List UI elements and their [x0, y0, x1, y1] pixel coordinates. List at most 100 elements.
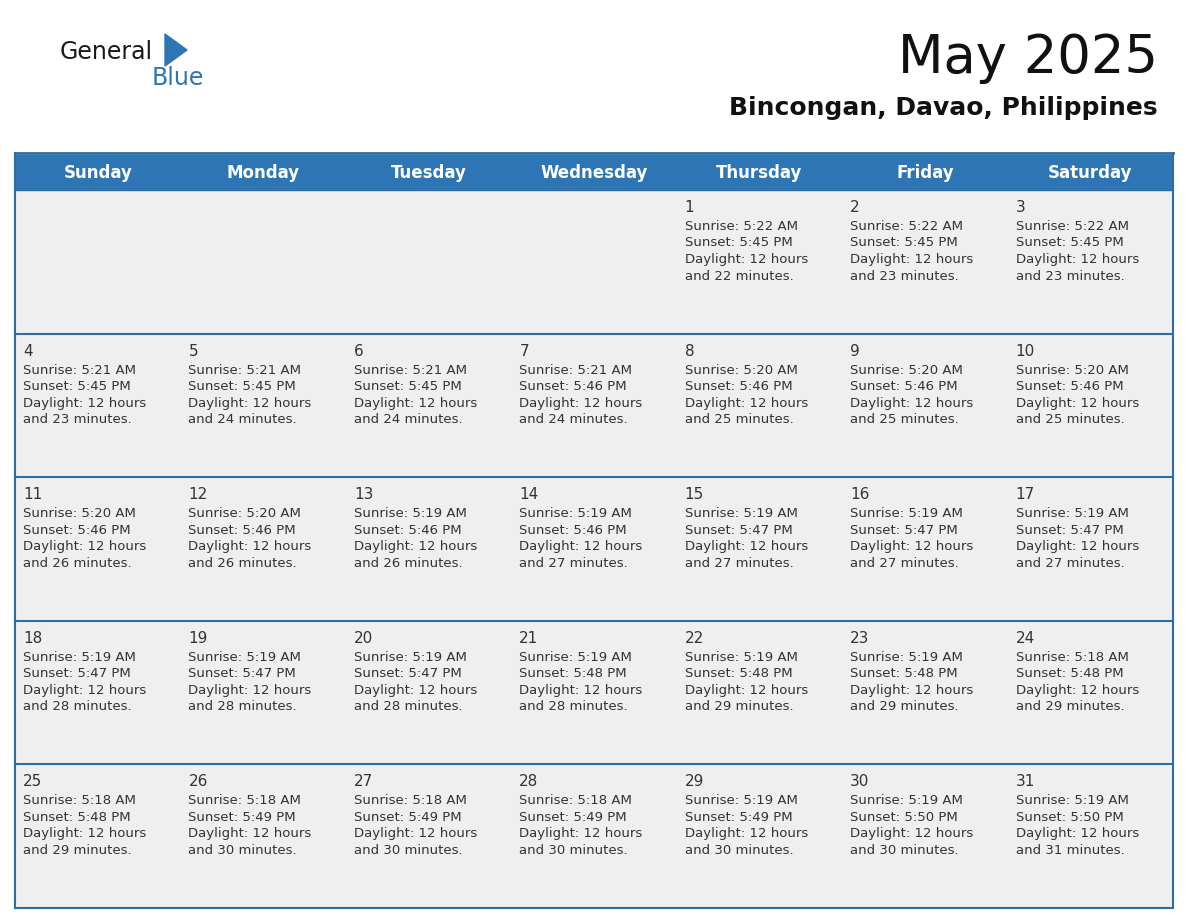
Text: Sunrise: 5:19 AM
Sunset: 5:48 PM
Daylight: 12 hours
and 28 minutes.: Sunrise: 5:19 AM Sunset: 5:48 PM Dayligh… [519, 651, 643, 713]
Bar [1007, 477, 1173, 621]
Text: 14: 14 [519, 487, 538, 502]
Text: Sunrise: 5:19 AM
Sunset: 5:49 PM
Daylight: 12 hours
and 30 minutes.: Sunrise: 5:19 AM Sunset: 5:49 PM Dayligh… [684, 794, 808, 856]
Text: 7: 7 [519, 343, 529, 359]
Bar [842, 765, 1007, 908]
Text: Tuesday: Tuesday [391, 163, 467, 182]
Text: 26: 26 [189, 775, 208, 789]
Bar [15, 477, 181, 621]
Text: 9: 9 [851, 343, 860, 359]
Bar [346, 765, 511, 908]
Bar [511, 765, 677, 908]
Text: Sunrise: 5:19 AM
Sunset: 5:48 PM
Daylight: 12 hours
and 29 minutes.: Sunrise: 5:19 AM Sunset: 5:48 PM Dayligh… [684, 651, 808, 713]
Text: Friday: Friday [896, 163, 954, 182]
Bar [842, 621, 1007, 765]
Text: May 2025: May 2025 [898, 32, 1158, 84]
Bar [677, 621, 842, 765]
Text: Blue: Blue [152, 66, 204, 90]
Text: 31: 31 [1016, 775, 1035, 789]
Text: Sunrise: 5:18 AM
Sunset: 5:48 PM
Daylight: 12 hours
and 29 minutes.: Sunrise: 5:18 AM Sunset: 5:48 PM Dayligh… [23, 794, 146, 856]
Bar [677, 765, 842, 908]
Bar [677, 190, 842, 333]
Text: Sunrise: 5:21 AM
Sunset: 5:45 PM
Daylight: 12 hours
and 24 minutes.: Sunrise: 5:21 AM Sunset: 5:45 PM Dayligh… [189, 364, 311, 426]
Text: 12: 12 [189, 487, 208, 502]
Text: 30: 30 [851, 775, 870, 789]
Bar [511, 477, 677, 621]
Bar [511, 333, 677, 477]
Bar [1007, 621, 1173, 765]
Text: Sunrise: 5:20 AM
Sunset: 5:46 PM
Daylight: 12 hours
and 25 minutes.: Sunrise: 5:20 AM Sunset: 5:46 PM Dayligh… [851, 364, 973, 426]
Text: Sunrise: 5:18 AM
Sunset: 5:49 PM
Daylight: 12 hours
and 30 minutes.: Sunrise: 5:18 AM Sunset: 5:49 PM Dayligh… [354, 794, 478, 856]
Text: Sunrise: 5:21 AM
Sunset: 5:46 PM
Daylight: 12 hours
and 24 minutes.: Sunrise: 5:21 AM Sunset: 5:46 PM Dayligh… [519, 364, 643, 426]
Text: 6: 6 [354, 343, 364, 359]
Text: 2: 2 [851, 200, 860, 215]
Text: 3: 3 [1016, 200, 1025, 215]
Text: Sunrise: 5:19 AM
Sunset: 5:47 PM
Daylight: 12 hours
and 27 minutes.: Sunrise: 5:19 AM Sunset: 5:47 PM Dayligh… [684, 508, 808, 570]
Text: Sunrise: 5:22 AM
Sunset: 5:45 PM
Daylight: 12 hours
and 23 minutes.: Sunrise: 5:22 AM Sunset: 5:45 PM Dayligh… [851, 220, 973, 283]
Text: Sunrise: 5:21 AM
Sunset: 5:45 PM
Daylight: 12 hours
and 24 minutes.: Sunrise: 5:21 AM Sunset: 5:45 PM Dayligh… [354, 364, 478, 426]
Text: 15: 15 [684, 487, 704, 502]
Text: Sunrise: 5:19 AM
Sunset: 5:47 PM
Daylight: 12 hours
and 27 minutes.: Sunrise: 5:19 AM Sunset: 5:47 PM Dayligh… [851, 508, 973, 570]
Text: 29: 29 [684, 775, 704, 789]
Bar [677, 477, 842, 621]
Bar [511, 190, 677, 333]
Text: Sunrise: 5:19 AM
Sunset: 5:46 PM
Daylight: 12 hours
and 27 minutes.: Sunrise: 5:19 AM Sunset: 5:46 PM Dayligh… [519, 508, 643, 570]
Bar [15, 333, 181, 477]
Text: Sunrise: 5:19 AM
Sunset: 5:48 PM
Daylight: 12 hours
and 29 minutes.: Sunrise: 5:19 AM Sunset: 5:48 PM Dayligh… [851, 651, 973, 713]
Text: Sunrise: 5:20 AM
Sunset: 5:46 PM
Daylight: 12 hours
and 25 minutes.: Sunrise: 5:20 AM Sunset: 5:46 PM Dayligh… [684, 364, 808, 426]
Text: Sunrise: 5:19 AM
Sunset: 5:47 PM
Daylight: 12 hours
and 27 minutes.: Sunrise: 5:19 AM Sunset: 5:47 PM Dayligh… [1016, 508, 1139, 570]
Bar [181, 765, 346, 908]
Text: Sunrise: 5:18 AM
Sunset: 5:49 PM
Daylight: 12 hours
and 30 minutes.: Sunrise: 5:18 AM Sunset: 5:49 PM Dayligh… [519, 794, 643, 856]
Text: Sunrise: 5:19 AM
Sunset: 5:47 PM
Daylight: 12 hours
and 28 minutes.: Sunrise: 5:19 AM Sunset: 5:47 PM Dayligh… [189, 651, 311, 713]
Text: Sunrise: 5:22 AM
Sunset: 5:45 PM
Daylight: 12 hours
and 22 minutes.: Sunrise: 5:22 AM Sunset: 5:45 PM Dayligh… [684, 220, 808, 283]
Text: Sunrise: 5:20 AM
Sunset: 5:46 PM
Daylight: 12 hours
and 26 minutes.: Sunrise: 5:20 AM Sunset: 5:46 PM Dayligh… [23, 508, 146, 570]
Text: Sunrise: 5:18 AM
Sunset: 5:49 PM
Daylight: 12 hours
and 30 minutes.: Sunrise: 5:18 AM Sunset: 5:49 PM Dayligh… [189, 794, 311, 856]
Bar [15, 155, 1173, 190]
Text: 21: 21 [519, 631, 538, 645]
Text: 22: 22 [684, 631, 704, 645]
Text: 16: 16 [851, 487, 870, 502]
Text: Sunday: Sunday [63, 163, 132, 182]
Text: Monday: Monday [227, 163, 299, 182]
Bar [15, 190, 181, 333]
Polygon shape [165, 34, 187, 66]
Text: General: General [61, 40, 153, 64]
Bar [1007, 765, 1173, 908]
Bar [181, 621, 346, 765]
Text: 25: 25 [23, 775, 43, 789]
Text: 23: 23 [851, 631, 870, 645]
Text: 20: 20 [354, 631, 373, 645]
Bar [181, 333, 346, 477]
Text: Bincongan, Davao, Philippines: Bincongan, Davao, Philippines [729, 96, 1158, 120]
Bar [842, 333, 1007, 477]
Text: 10: 10 [1016, 343, 1035, 359]
Text: Sunrise: 5:20 AM
Sunset: 5:46 PM
Daylight: 12 hours
and 26 minutes.: Sunrise: 5:20 AM Sunset: 5:46 PM Dayligh… [189, 508, 311, 570]
Bar [1007, 333, 1173, 477]
Text: Sunrise: 5:18 AM
Sunset: 5:48 PM
Daylight: 12 hours
and 29 minutes.: Sunrise: 5:18 AM Sunset: 5:48 PM Dayligh… [1016, 651, 1139, 713]
Text: 27: 27 [354, 775, 373, 789]
Bar [181, 190, 346, 333]
Bar [346, 333, 511, 477]
Text: Sunrise: 5:19 AM
Sunset: 5:46 PM
Daylight: 12 hours
and 26 minutes.: Sunrise: 5:19 AM Sunset: 5:46 PM Dayligh… [354, 508, 478, 570]
Bar [511, 621, 677, 765]
Text: Sunrise: 5:22 AM
Sunset: 5:45 PM
Daylight: 12 hours
and 23 minutes.: Sunrise: 5:22 AM Sunset: 5:45 PM Dayligh… [1016, 220, 1139, 283]
Bar [346, 621, 511, 765]
Text: 4: 4 [23, 343, 32, 359]
Text: Sunrise: 5:20 AM
Sunset: 5:46 PM
Daylight: 12 hours
and 25 minutes.: Sunrise: 5:20 AM Sunset: 5:46 PM Dayligh… [1016, 364, 1139, 426]
Text: 8: 8 [684, 343, 694, 359]
Text: Wednesday: Wednesday [541, 163, 647, 182]
Text: Thursday: Thursday [716, 163, 803, 182]
Text: 13: 13 [354, 487, 373, 502]
Text: 11: 11 [23, 487, 43, 502]
Text: 18: 18 [23, 631, 43, 645]
Bar [1007, 190, 1173, 333]
Bar [181, 477, 346, 621]
Bar [346, 190, 511, 333]
Text: Sunrise: 5:19 AM
Sunset: 5:50 PM
Daylight: 12 hours
and 31 minutes.: Sunrise: 5:19 AM Sunset: 5:50 PM Dayligh… [1016, 794, 1139, 856]
Text: Sunrise: 5:19 AM
Sunset: 5:50 PM
Daylight: 12 hours
and 30 minutes.: Sunrise: 5:19 AM Sunset: 5:50 PM Dayligh… [851, 794, 973, 856]
Text: 17: 17 [1016, 487, 1035, 502]
Bar [842, 477, 1007, 621]
Bar [842, 190, 1007, 333]
Text: 5: 5 [189, 343, 198, 359]
Bar [15, 765, 181, 908]
Text: 24: 24 [1016, 631, 1035, 645]
